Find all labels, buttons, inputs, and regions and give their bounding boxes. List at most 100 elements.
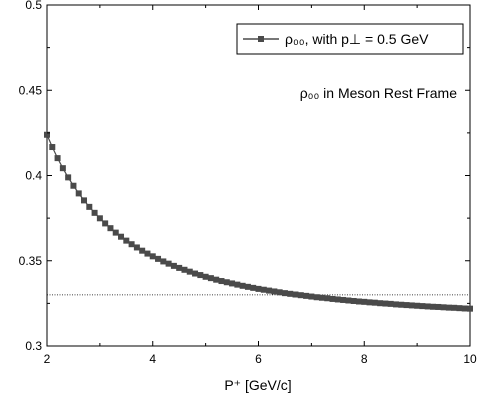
data-point <box>207 275 214 282</box>
data-point <box>303 292 310 299</box>
data-point <box>149 253 156 260</box>
y-tick-label: 0.35 <box>19 254 43 268</box>
data-point <box>297 292 304 299</box>
data-point <box>445 304 452 311</box>
data-point <box>276 289 283 296</box>
data-point <box>91 209 98 216</box>
data-point <box>107 225 114 232</box>
data-point <box>239 282 246 289</box>
data-point <box>419 303 426 310</box>
data-point <box>44 131 50 138</box>
data-point <box>287 290 294 297</box>
y-tick-label: 0.3 <box>25 339 42 353</box>
data-point <box>70 182 77 189</box>
data-point <box>281 290 288 297</box>
data-point <box>255 285 262 292</box>
series-layer <box>44 131 473 312</box>
data-point <box>308 293 315 300</box>
legend-marker-sample <box>258 36 264 42</box>
data-point <box>429 303 436 310</box>
data-point <box>424 303 431 310</box>
data-point <box>181 266 188 273</box>
data-point <box>271 288 278 295</box>
data-point <box>234 281 241 288</box>
y-tick-label: 0.5 <box>25 0 42 12</box>
data-point <box>345 297 352 304</box>
data-point <box>266 287 273 294</box>
data-point <box>408 302 415 309</box>
data-point <box>229 280 236 287</box>
data-point <box>318 294 325 301</box>
data-point <box>54 155 61 162</box>
data-point <box>223 279 230 286</box>
data-point <box>49 144 56 151</box>
x-tick-layer: 2 4 6 8 10 <box>44 5 477 366</box>
data-point <box>382 300 389 307</box>
x-tick-label: 8 <box>361 352 368 366</box>
data-point <box>192 270 199 277</box>
x-tick-label: 10 <box>463 352 477 366</box>
data-point <box>292 291 299 298</box>
data-point <box>155 255 162 262</box>
data-point <box>340 296 347 303</box>
data-point <box>133 244 140 251</box>
data-point <box>334 296 341 303</box>
data-point <box>102 220 109 227</box>
legend: ρ₀₀, with p⊥ = 0.5 GeV <box>236 23 464 55</box>
data-point <box>350 297 357 304</box>
data-point <box>467 305 473 312</box>
x-tick-label: 6 <box>255 352 262 366</box>
data-point <box>128 241 135 248</box>
data-point <box>170 262 177 269</box>
data-point <box>96 215 103 222</box>
data-point <box>244 283 251 290</box>
data-point <box>403 302 410 309</box>
data-point <box>213 276 220 283</box>
y-tick-layer: 0.3 0.35 0.4 0.45 0.5 <box>19 0 470 353</box>
x-axis-title: P⁺ [GeV/c] <box>224 377 291 393</box>
data-point <box>186 268 193 275</box>
data-point <box>361 298 368 305</box>
x-tick-label: 2 <box>44 352 51 366</box>
data-point <box>160 258 167 265</box>
legend-label: ρ₀₀, with p⊥ = 0.5 GeV <box>285 31 429 47</box>
frame-annotation: ρ₀₀ in Meson Rest Frame <box>300 85 458 101</box>
y-tick-label: 0.45 <box>19 83 43 97</box>
data-point <box>461 305 468 312</box>
data-point <box>81 197 88 204</box>
data-point <box>165 260 172 267</box>
data-point <box>218 278 225 285</box>
data-point <box>324 295 331 302</box>
y-tick-label: 0.4 <box>25 169 42 183</box>
data-point <box>398 301 405 308</box>
data-point <box>414 302 421 309</box>
data-point <box>355 298 362 305</box>
data-point <box>59 165 66 172</box>
data-point <box>75 190 82 197</box>
data-point <box>440 304 447 311</box>
data-point <box>118 233 125 240</box>
data-point <box>139 247 146 254</box>
data-point <box>387 300 394 307</box>
data-point <box>202 273 209 280</box>
data-point <box>112 229 119 236</box>
data-point <box>176 264 183 271</box>
data-point <box>329 295 336 302</box>
data-point <box>260 286 267 293</box>
data-point <box>456 305 463 312</box>
data-point <box>377 300 384 307</box>
data-point <box>86 203 93 210</box>
data-point <box>392 301 399 308</box>
x-tick-label: 4 <box>149 352 156 366</box>
data-point <box>435 303 442 310</box>
data-point <box>366 299 373 306</box>
data-point <box>144 250 151 257</box>
data-point <box>197 272 204 279</box>
data-point <box>371 299 378 306</box>
data-point <box>451 304 458 311</box>
series-line <box>46 134 471 310</box>
data-point <box>250 284 257 291</box>
data-point <box>123 237 130 244</box>
data-point <box>313 294 320 301</box>
